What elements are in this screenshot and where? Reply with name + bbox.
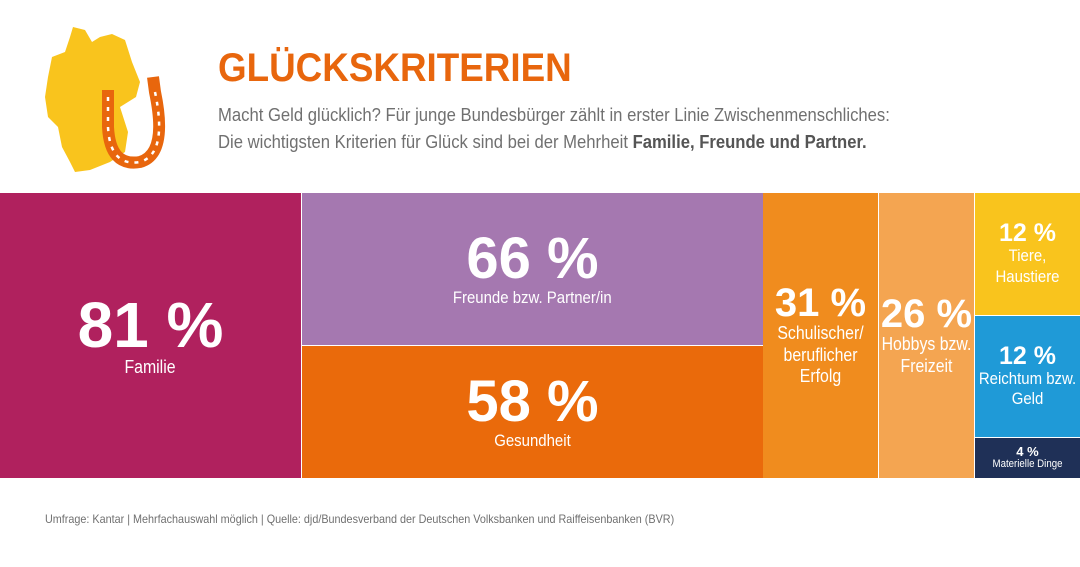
subtitle-line-2-text: Die wichtigsten Kriterien für Glück sind… [218, 131, 633, 152]
tile-value: 4 % [1016, 443, 1039, 459]
subtitle-line-1: Macht Geld glücklich? Für junge Bundesbü… [218, 104, 890, 125]
subtitle-highlight: Familie, Freunde und Partner. [632, 131, 867, 152]
tile-label: Schulischer/ beruflicher Erfolg [777, 323, 864, 387]
tile-freunde-bzw-partner-in: 66 % Freunde bzw. Partner/in [302, 193, 763, 345]
tile-gesundheit: 58 % Gesundheit [302, 346, 763, 478]
tile-value: 31 % [774, 281, 867, 326]
tile-value: 66 % [466, 225, 599, 291]
tile-value: 12 % [999, 341, 1056, 370]
tile-label: Familie [124, 356, 177, 377]
subtitle-line-2: Die wichtigsten Kriterien für Glück sind… [218, 131, 867, 153]
source-footnote: Umfrage: Kantar | Mehrfachauswahl möglic… [45, 512, 675, 526]
tile-label: Tiere, Haustiere [995, 246, 1060, 286]
tile-familie: 81 % Familie [0, 193, 301, 478]
tile-label: Materielle Dinge [992, 457, 1063, 470]
tile-reichtum-bzw-geld: 12 % Reichtum bzw. Geld [975, 316, 1080, 437]
page-title: GLÜCKSKRITERIEN [218, 46, 572, 90]
tile-value: 58 % [466, 368, 599, 434]
tile-value: 12 % [999, 219, 1056, 248]
tile-tiere-haustiere: 12 % Tiere, Haustiere [975, 193, 1080, 315]
tile-materielle-dinge: 4 % Materielle Dinge [975, 438, 1080, 478]
tile-label: Gesundheit [494, 430, 571, 450]
tile-label: Freunde bzw. Partner/in [453, 287, 612, 307]
tile-label: Hobbys bzw. Freizeit [881, 333, 972, 376]
tile-value: 26 % [880, 291, 973, 336]
germany-map-icon [45, 27, 140, 172]
germany-horseshoe-logo [45, 27, 166, 172]
tile-label: Reichtum bzw. Geld [978, 368, 1077, 408]
tile-hobbys-bzw-freizeit: 26 % Hobbys bzw. Freizeit [879, 193, 974, 478]
tile-schulischer-beruflicher-erfolg: 31 % Schulischer/ beruflicher Erfolg [763, 193, 878, 478]
horseshoe-icon [102, 76, 166, 169]
tile-value: 81 % [77, 288, 224, 361]
